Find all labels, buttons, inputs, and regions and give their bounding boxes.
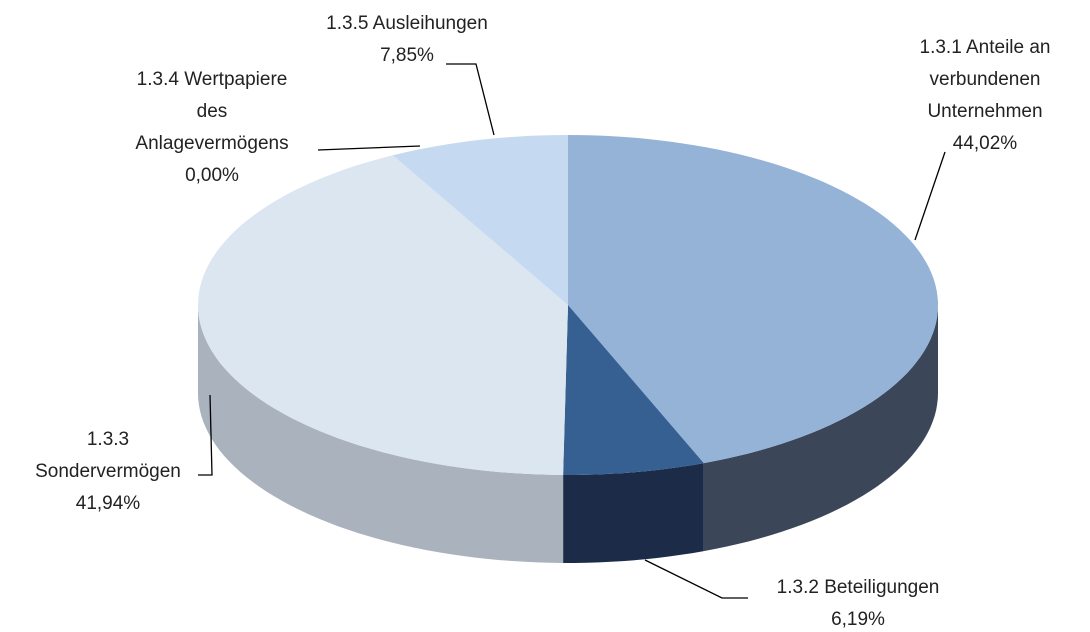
data-label: Unternehmen	[927, 101, 1042, 122]
data-label: 1.3.2 Beteiligungen	[777, 577, 940, 598]
value-label: 0,00%	[185, 165, 239, 186]
data-label: 1.3.3	[87, 429, 129, 450]
value-label: 7,85%	[380, 45, 434, 66]
pie-slice	[563, 305, 704, 475]
leader-line	[914, 151, 946, 241]
pie-side	[703, 305, 938, 552]
data-label: 1.3.1 Anteile an	[920, 37, 1051, 58]
pie-side	[563, 463, 704, 563]
pie-slice	[568, 135, 938, 464]
data-label: 1.3.5 Ausleihungen	[326, 13, 488, 34]
data-label: Anlagevermögens	[135, 133, 288, 154]
value-label: 6,19%	[831, 609, 885, 630]
value-label: 44,02%	[953, 133, 1018, 154]
data-label: 1.3.4 Wertpapiere	[137, 69, 288, 90]
pie-side	[198, 305, 564, 563]
data-label: verbundenen	[930, 69, 1041, 90]
value-label: 41,94%	[76, 493, 141, 514]
leader-line	[198, 394, 213, 476]
leader-line	[644, 559, 748, 599]
data-label: des	[197, 101, 228, 122]
pie-slice	[198, 155, 568, 476]
pie-slice	[392, 135, 568, 305]
leader-line	[446, 63, 495, 136]
leader-line	[317, 145, 421, 151]
data-label: Sondervermögen	[35, 461, 181, 482]
